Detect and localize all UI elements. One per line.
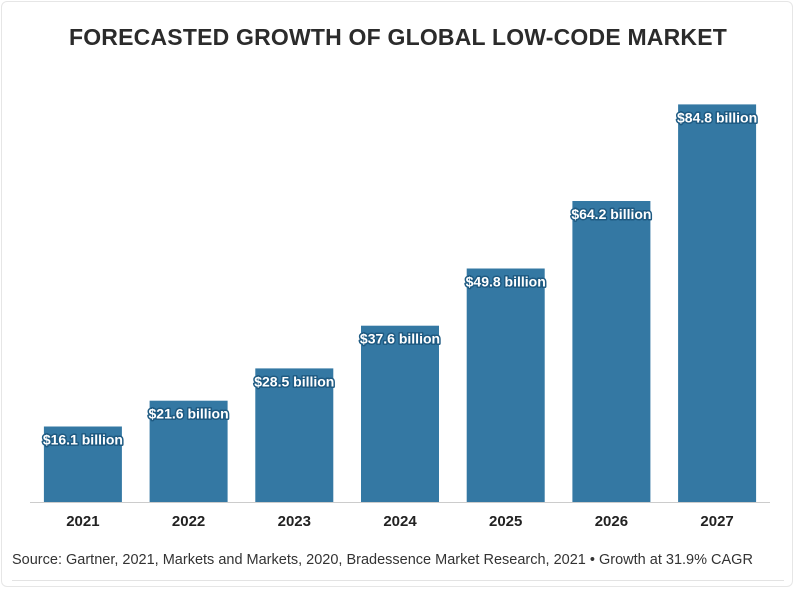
x-tick-label-2026: 2026 (595, 513, 628, 530)
chart-title: FORECASTED GROWTH OF GLOBAL LOW-CODE MAR… (68, 24, 728, 50)
data-label-2023: $28.5 billion (254, 373, 334, 389)
data-label-2024: $37.6 billion (360, 331, 440, 347)
bar-2022 (149, 400, 228, 502)
data-label-2026: $64.2 billion (571, 206, 651, 222)
data-label-2021: $16.1 billion (43, 432, 123, 448)
bar-2026 (572, 201, 651, 502)
bar-2021 (43, 426, 122, 502)
x-tick-label-2021: 2021 (66, 513, 99, 530)
data-label-2022: $21.6 billion (149, 406, 229, 422)
x-tick-label-2027: 2027 (700, 513, 733, 530)
bar-2023 (255, 368, 334, 502)
x-tick-label-2022: 2022 (172, 513, 205, 530)
data-label-2025: $49.8 billion (466, 274, 546, 290)
x-tick-label-2025: 2025 (489, 513, 522, 530)
bar-2025 (466, 268, 545, 502)
x-tick-label-2023: 2023 (278, 513, 311, 530)
bottom-divider (12, 580, 784, 581)
bar-2024 (361, 325, 439, 502)
data-label-2027: $84.8 billion (677, 109, 757, 125)
x-tick-label-2024: 2024 (383, 513, 417, 530)
source-note: Source: Gartner, 2021, Markets and Marke… (12, 552, 753, 568)
bar-2027 (678, 104, 757, 503)
